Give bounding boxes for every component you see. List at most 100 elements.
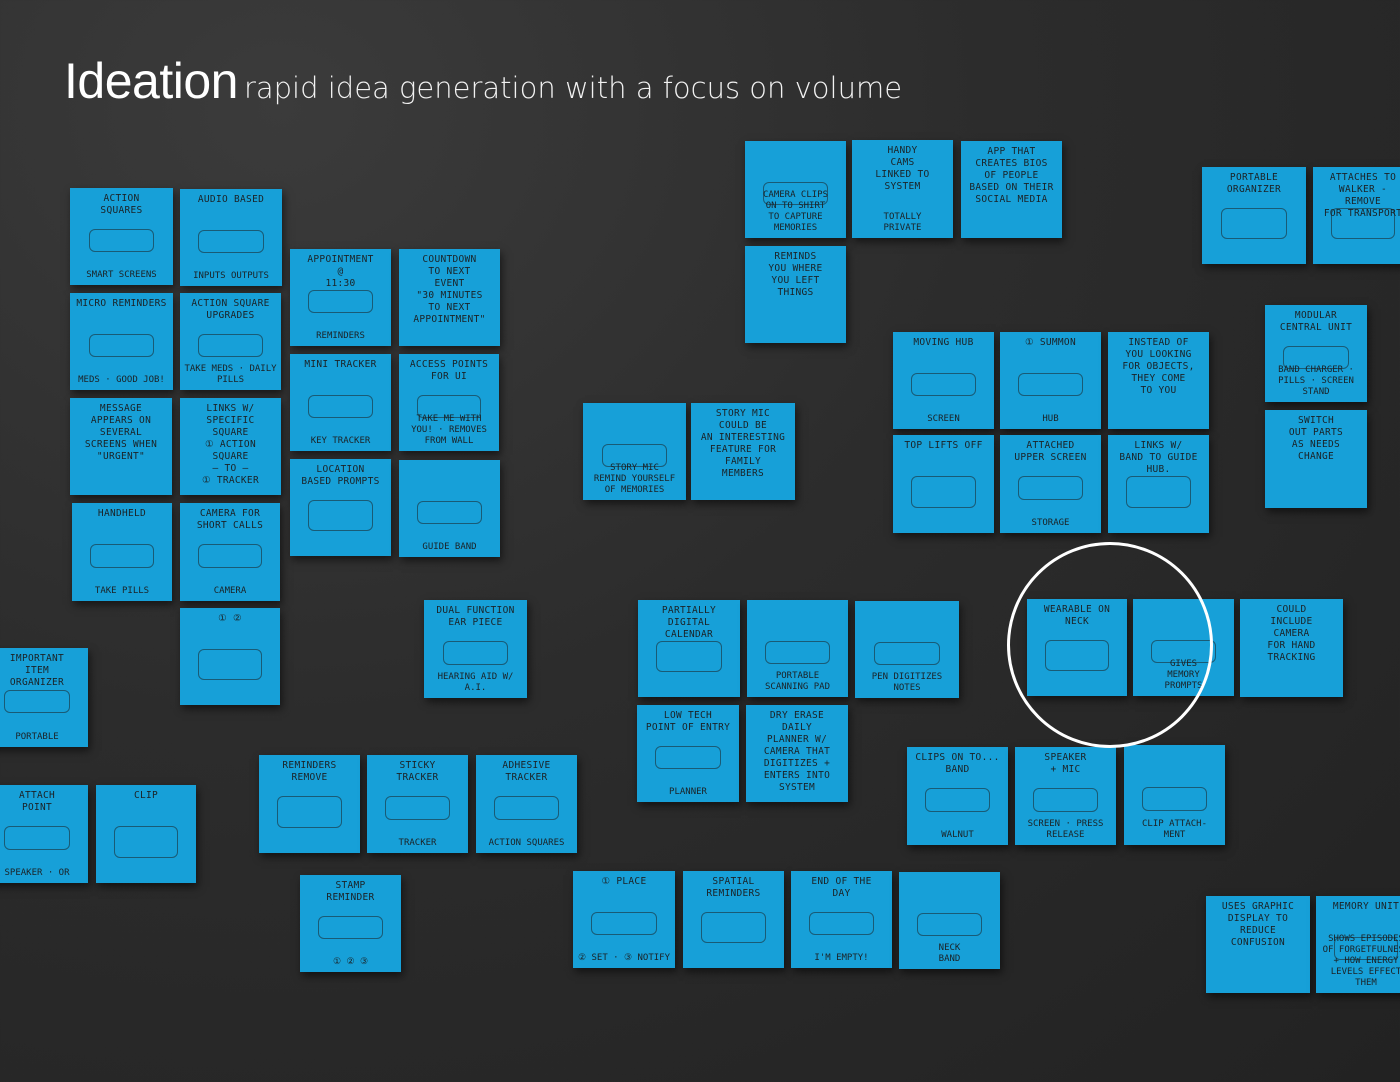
sticky-note: Top lifts off <box>893 435 994 533</box>
note-caption: Pen digitizes notes <box>871 672 943 693</box>
sketch-drawing <box>591 911 657 936</box>
sketch-drawing <box>198 544 262 568</box>
sticky-note: Speaker + mic Screen · Press release <box>1015 747 1116 845</box>
sticky-note: ① Place ② Set · ③ Notify <box>573 871 675 968</box>
note-caption: Action squares <box>488 838 565 848</box>
sticky-note: Pen digitizes notes <box>855 601 959 698</box>
note-title: Low tech point of entry <box>645 710 731 733</box>
sticky-note: Switch out parts as needs change <box>1265 410 1367 508</box>
sketch-drawing <box>4 689 70 714</box>
sticky-note: Camera for short calls Camera <box>180 503 280 601</box>
note-caption: Story mic remind yourself of memories <box>593 463 676 495</box>
note-caption: Smart screens <box>86 270 157 280</box>
note-title: Partially digital calendar <box>661 605 717 640</box>
sticky-note: Location based prompts <box>290 459 391 556</box>
note-title: Clip <box>133 790 159 801</box>
highlight-circle <box>1007 542 1213 748</box>
sticky-note: Audio based Inputs Outputs <box>180 189 282 286</box>
note-caption: Hub <box>1042 414 1059 424</box>
note-caption: Speaker · or <box>4 868 70 878</box>
sketch-drawing <box>925 788 990 812</box>
note-title: ① Place <box>601 876 647 887</box>
note-title: Sticky tracker <box>396 760 439 783</box>
note-title: Location based prompts <box>301 464 380 487</box>
sticky-note: Reminders remove <box>259 755 360 853</box>
sticky-note: ① Summon Hub <box>1000 332 1101 429</box>
note-caption: Planner <box>669 787 707 797</box>
sticky-note: Attach point Speaker · or <box>0 785 88 883</box>
note-title: Attached upper screen <box>1014 440 1087 463</box>
note-title: Reminds you where you left things <box>768 251 823 298</box>
sticky-note: Modular central unit Band charger · Pills… <box>1265 305 1367 402</box>
sketch-drawing <box>88 228 155 253</box>
sketch-drawing <box>1033 788 1098 812</box>
sticky-note: Moving hub Screen <box>893 332 994 429</box>
sticky-note: Instead of you looking for objects, they… <box>1108 332 1209 429</box>
note-title: Dry erase daily planner w/ camera that d… <box>763 710 831 793</box>
sketch-drawing <box>198 229 264 254</box>
note-title: Links w/ band to guide hub. <box>1119 440 1198 475</box>
sticky-note: Spatial reminders <box>683 871 784 968</box>
sticky-note: Portable organizer <box>1202 167 1306 264</box>
note-caption: Camera clips on to shirt to capture memo… <box>762 190 829 233</box>
sticky-note: Countdown to next event "30 minutes to n… <box>399 249 500 346</box>
note-caption: Band charger · Pills · Screen stand <box>1278 365 1354 397</box>
sticky-note: Could include camera for hand tracking <box>1240 599 1343 697</box>
note-caption: Walnut <box>941 830 974 840</box>
sketch-drawing <box>1142 787 1207 811</box>
note-caption: Take meds · Daily pills <box>184 364 277 385</box>
sticky-note: Links w/ band to guide hub. <box>1108 435 1209 533</box>
sketch-drawing <box>911 372 976 397</box>
note-caption: Shows episodes of forgetfulness + how en… <box>1322 934 1400 988</box>
sketch-drawing <box>601 443 668 468</box>
note-title: Dual function ear piece <box>436 605 515 628</box>
sketch-drawing <box>911 476 976 508</box>
sticky-note: Handheld Take pills <box>72 503 172 601</box>
note-caption: Portable scanning pad <box>764 671 831 692</box>
sketch-drawing <box>1018 476 1083 500</box>
sticky-note: Links w/ specific square ① Action square… <box>180 398 281 495</box>
page-title: Ideation <box>64 53 238 109</box>
note-title: Portable organizer <box>1226 172 1282 195</box>
sticky-note: App that creates bios of people based on… <box>961 141 1062 238</box>
note-caption: Screen · Press release <box>1027 819 1104 840</box>
note-title: Links w/ specific square ① Action square… <box>202 403 259 486</box>
sketch-drawing <box>385 796 450 820</box>
note-title: Clips on to... band <box>915 752 1000 775</box>
note-caption: Inputs Outputs <box>193 271 269 281</box>
sketch-drawing <box>442 641 509 665</box>
sticky-note: ① ② <box>180 608 280 705</box>
sketch-drawing <box>308 394 373 419</box>
note-title: Action Squares <box>100 193 143 216</box>
note-title: Attach point <box>18 790 56 813</box>
sketch-drawing <box>809 911 874 936</box>
note-caption: Take me with you! · Removes from wall <box>411 414 487 446</box>
note-title: Adhesive tracker <box>502 760 551 783</box>
sketch-drawing <box>1220 207 1288 239</box>
sketch-drawing <box>1018 372 1083 397</box>
page-subtitle: rapid idea generation with a focus on vo… <box>243 71 903 105</box>
sticky-note: Camera clips on to shirt to capture memo… <box>745 141 846 238</box>
note-caption: Tracker <box>398 838 437 848</box>
note-caption: ② Set · ③ Notify <box>578 953 670 963</box>
sticky-note: End of the day I'm empty! <box>791 871 892 968</box>
sticky-note: Story mic remind yourself of memories <box>583 403 686 500</box>
sketch-drawing <box>417 394 481 419</box>
sketch-drawing <box>198 333 263 358</box>
sticky-note: Reminds you where you left things <box>745 246 846 343</box>
note-title: Audio based <box>197 194 265 205</box>
note-caption: Portable <box>15 732 59 742</box>
note-title: Modular central unit <box>1279 310 1353 333</box>
sticky-note: Action Squares Smart screens <box>70 188 173 285</box>
note-title: Important item organizer <box>9 653 65 688</box>
sticky-note: Clips on to... band Walnut <box>907 747 1008 845</box>
note-title: App that creates bios of people based on… <box>969 146 1054 205</box>
sketch-drawing <box>277 796 342 828</box>
sketch-drawing <box>873 641 941 666</box>
note-title: Camera for short calls <box>196 508 264 531</box>
sketch-drawing <box>656 640 722 672</box>
sticky-note: Appointment @ 11:30 Reminders <box>290 249 391 346</box>
note-title: Handy cams Linked to system <box>875 145 930 192</box>
sticky-note: Story mic could be an interesting featur… <box>691 403 795 500</box>
sticky-note: Portable scanning pad <box>747 600 848 697</box>
